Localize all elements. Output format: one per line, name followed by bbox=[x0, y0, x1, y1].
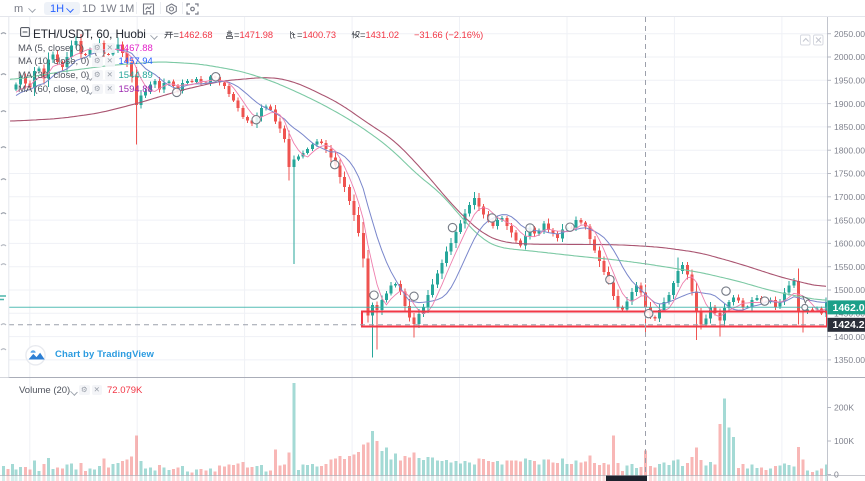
svg-text:100K: 100K bbox=[834, 436, 854, 446]
svg-text:1950.00: 1950.00 bbox=[834, 76, 865, 86]
svg-text:1424.27: 1424.27 bbox=[833, 319, 865, 331]
svg-text:1700.00: 1700.00 bbox=[834, 192, 865, 202]
svg-text:1600.00: 1600.00 bbox=[834, 239, 865, 249]
svg-text:2000.00: 2000.00 bbox=[834, 52, 865, 62]
svg-text:1900.00: 1900.00 bbox=[834, 99, 865, 109]
svg-text:1500.00: 1500.00 bbox=[834, 285, 865, 295]
svg-text:200K: 200K bbox=[834, 403, 854, 413]
svg-text:1350.00: 1350.00 bbox=[834, 355, 865, 365]
svg-text:1750.00: 1750.00 bbox=[834, 169, 865, 179]
svg-text:1550.00: 1550.00 bbox=[834, 262, 865, 272]
svg-text:1650.00: 1650.00 bbox=[834, 215, 865, 225]
svg-text:1462.00: 1462.00 bbox=[833, 302, 865, 314]
svg-text:2050.00: 2050.00 bbox=[834, 29, 865, 39]
svg-text:1850.00: 1850.00 bbox=[834, 122, 865, 132]
svg-text:1800.00: 1800.00 bbox=[834, 145, 865, 155]
svg-text:0: 0 bbox=[834, 470, 839, 480]
svg-text:1400.00: 1400.00 bbox=[834, 332, 865, 342]
